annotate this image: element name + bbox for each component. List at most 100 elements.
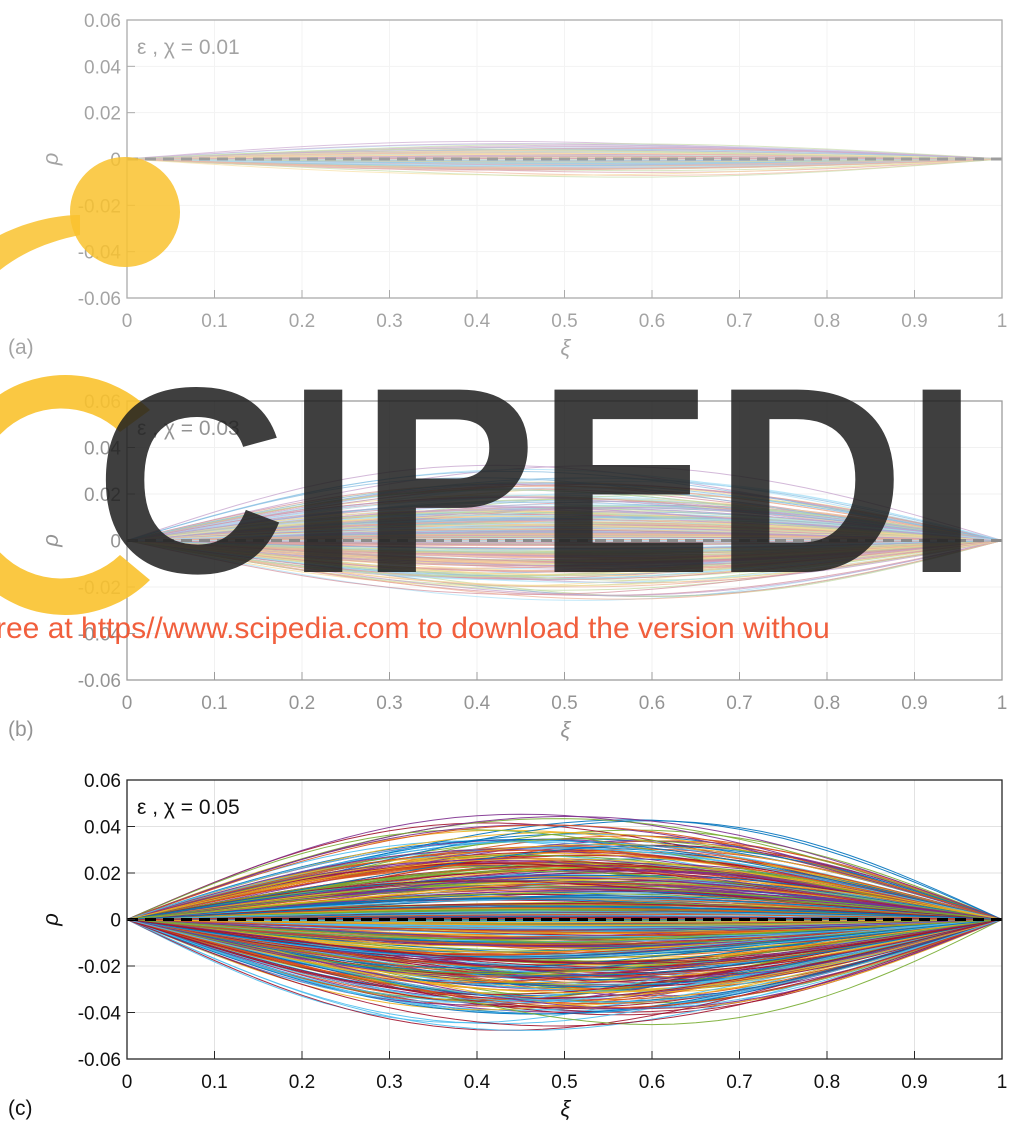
realization-curve bbox=[126, 152, 1003, 160]
realization-curve bbox=[126, 528, 1003, 541]
x-tick-label: 0.8 bbox=[814, 693, 840, 714]
realization-curve bbox=[126, 515, 1003, 541]
realization-curve bbox=[126, 470, 1003, 541]
realization-curve bbox=[126, 528, 1003, 541]
realization-curve bbox=[126, 519, 1003, 541]
realization-curve bbox=[126, 158, 1003, 167]
realization-curve bbox=[126, 516, 1003, 541]
realization-curve bbox=[126, 511, 1003, 541]
realization-curve bbox=[126, 158, 1003, 161]
realization-curve bbox=[126, 540, 1003, 559]
realization-curve bbox=[126, 540, 1003, 572]
x-tick-label: 0.9 bbox=[901, 693, 927, 714]
realization-curve bbox=[126, 158, 1003, 161]
realization-curve bbox=[126, 158, 1003, 178]
realization-curve bbox=[126, 531, 1003, 541]
x-tick-label: 0.6 bbox=[639, 1072, 665, 1093]
realization-curve bbox=[126, 540, 1003, 566]
x-tick-label: 0.7 bbox=[726, 311, 752, 332]
realization-curve bbox=[126, 149, 1003, 160]
realization-curve bbox=[126, 158, 1003, 170]
realization-curve bbox=[126, 477, 1003, 541]
realization-curve bbox=[126, 158, 1003, 169]
realization-curve bbox=[126, 919, 1003, 974]
realization-curve bbox=[126, 155, 1003, 160]
realization-curve bbox=[126, 158, 1003, 164]
realization-curve bbox=[126, 519, 1003, 541]
realization-curve bbox=[126, 158, 1003, 164]
x-tick-label: 0.1 bbox=[201, 311, 227, 332]
realization-curve bbox=[126, 540, 1003, 546]
x-tick-label: 0.9 bbox=[901, 311, 927, 332]
y-tick-label: -0.06 bbox=[78, 671, 121, 692]
realization-curve bbox=[126, 520, 1003, 541]
realization-curve bbox=[126, 529, 1003, 541]
realization-curve bbox=[126, 158, 1003, 176]
realization-curve bbox=[126, 540, 1003, 564]
realization-curve bbox=[126, 540, 1003, 597]
y-axis-label: ρ bbox=[38, 534, 63, 548]
realization-curve bbox=[126, 158, 1003, 165]
realization-curve bbox=[126, 540, 1003, 550]
realization-curve bbox=[126, 506, 1003, 541]
realization-curve bbox=[126, 874, 1003, 920]
realization-curve bbox=[126, 514, 1003, 541]
realization-curve bbox=[126, 540, 1003, 587]
realization-curve bbox=[126, 540, 1003, 564]
realization-curve bbox=[126, 540, 1003, 597]
realization-curve bbox=[126, 540, 1003, 575]
realization-curve bbox=[126, 158, 1003, 172]
realization-curve bbox=[126, 540, 1003, 565]
realization-curve bbox=[126, 153, 1003, 160]
watermark: CIPEDI ree at https//www.scipedia.com to… bbox=[0, 157, 979, 645]
watermark-ring-shape bbox=[69, 157, 181, 267]
realization-curve bbox=[126, 858, 1003, 920]
realization-curve bbox=[126, 494, 1003, 541]
realization-curve bbox=[126, 158, 1003, 166]
realization-curve bbox=[127, 158, 1002, 160]
x-tick-label: 0.2 bbox=[289, 1072, 315, 1093]
realization-curve bbox=[126, 152, 1003, 160]
realization-curve bbox=[126, 540, 1003, 578]
realization-curve bbox=[126, 532, 1003, 541]
realization-curve bbox=[126, 540, 1003, 557]
realization-curve bbox=[126, 530, 1003, 541]
realization-curve bbox=[126, 505, 1003, 541]
realization-curve bbox=[126, 505, 1003, 541]
realization-curve bbox=[126, 534, 1003, 541]
realization-curve bbox=[126, 540, 1003, 555]
y-axis-label: ρ bbox=[38, 913, 63, 927]
realization-curve bbox=[126, 143, 1003, 160]
realization-curve bbox=[126, 158, 1003, 164]
x-tick-label: 0.2 bbox=[289, 693, 315, 714]
realization-curve bbox=[126, 540, 1003, 597]
realization-curve bbox=[126, 841, 1003, 920]
realization-curve bbox=[126, 506, 1003, 541]
realization-curve bbox=[126, 919, 1003, 1002]
realization-curve bbox=[126, 540, 1003, 566]
realization-curve bbox=[126, 536, 1003, 541]
realization-curve bbox=[126, 158, 1003, 162]
realization-curve bbox=[126, 919, 1003, 1003]
realization-curve bbox=[126, 536, 1003, 541]
x-tick-label: 1 bbox=[997, 1072, 1008, 1093]
realization-curve bbox=[126, 540, 1003, 545]
realization-curve bbox=[126, 511, 1003, 541]
realization-curve bbox=[126, 477, 1003, 541]
realization-curve bbox=[126, 480, 1003, 541]
realization-curve bbox=[126, 540, 1003, 555]
realization-curve bbox=[126, 540, 1003, 564]
realization-curve bbox=[126, 517, 1003, 541]
realization-curve bbox=[126, 540, 1003, 572]
realization-curve bbox=[126, 919, 1003, 977]
realization-curve bbox=[126, 535, 1003, 541]
realization-curve bbox=[126, 540, 1003, 543]
realization-curve bbox=[126, 919, 1003, 971]
realization-curve bbox=[126, 154, 1003, 160]
realization-curve bbox=[126, 156, 1003, 160]
realization-curve bbox=[126, 525, 1003, 541]
realization-curve bbox=[126, 148, 1003, 160]
realization-curve bbox=[126, 157, 1002, 160]
realization-curve bbox=[126, 540, 1003, 561]
